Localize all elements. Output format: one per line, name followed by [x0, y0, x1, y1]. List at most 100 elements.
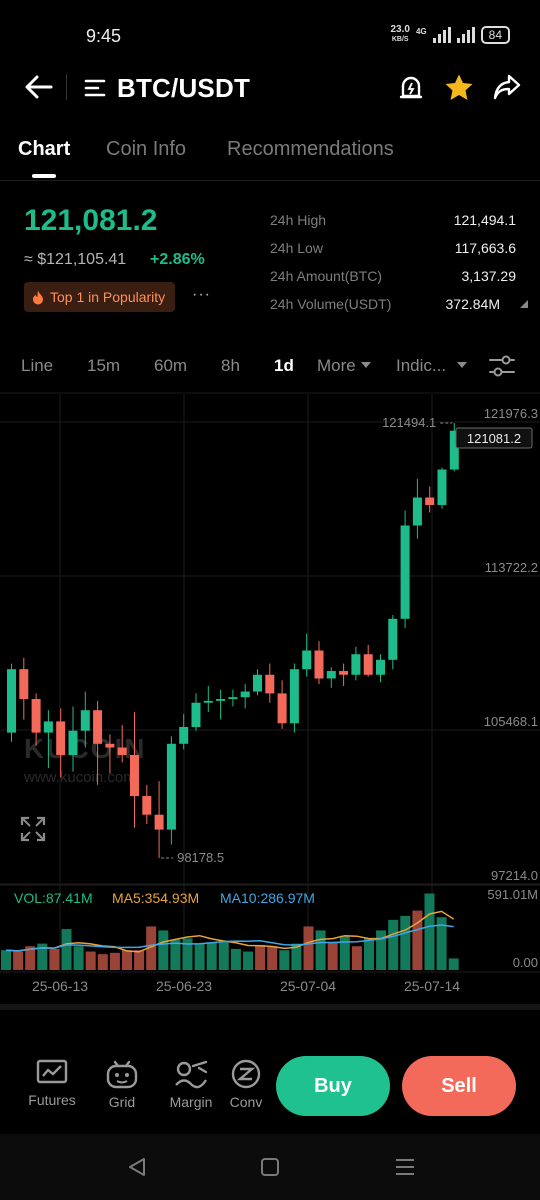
tab-chart[interactable]: Chart — [18, 138, 71, 160]
caret-down-icon — [361, 362, 372, 368]
alert-bell-icon[interactable] — [398, 74, 424, 102]
back-arrow-icon[interactable] — [24, 74, 54, 100]
fiat-price: ≈ $121,105.41 — [24, 251, 127, 268]
candle-body — [56, 721, 66, 755]
network-type: 4G — [415, 26, 427, 36]
candle-body — [142, 796, 152, 815]
volume-bar — [339, 935, 350, 970]
tf-indicators-label: Indic... — [396, 356, 447, 375]
volume-bar — [73, 946, 84, 970]
tf-1d[interactable]: 1d — [274, 356, 294, 375]
x-label-1: 25-06-13 — [32, 978, 88, 994]
volume-bar — [134, 950, 145, 970]
watermark: KUCOIN www.kucoin.com — [23, 733, 144, 786]
volume-bars — [1, 893, 459, 970]
expand-icon[interactable] — [20, 816, 46, 842]
tab-coin-info[interactable]: Coin Info — [106, 138, 187, 160]
candle-body — [216, 699, 226, 701]
candle-body — [191, 702, 201, 728]
candle-body — [117, 747, 127, 755]
candle-body — [388, 618, 398, 660]
candle-body — [351, 654, 361, 675]
volume-bar — [97, 954, 108, 970]
nav-home-icon[interactable] — [260, 1157, 280, 1177]
margin-label: Margin — [169, 1094, 213, 1110]
volume-bar — [85, 951, 96, 970]
chart-annotations: 121494.1 98178.5 — [161, 415, 461, 865]
tf-indicators[interactable]: Indic... — [396, 356, 467, 376]
candle-body — [7, 669, 16, 733]
section-divider — [0, 1004, 540, 1010]
candlestick-chart[interactable]: KUCOIN www.kucoin.com 121494.1 98178.5 12… — [0, 392, 540, 1004]
volume-bar — [158, 930, 169, 970]
futures-label: Futures — [28, 1092, 76, 1108]
chart-settings-icon[interactable] — [488, 354, 516, 378]
candle-body — [105, 743, 115, 748]
tf-60m[interactable]: 60m — [154, 356, 188, 375]
tf-more[interactable]: More — [317, 356, 372, 376]
popularity-badge[interactable]: Top 1 in Popularity — [24, 282, 176, 312]
favorite-star-icon[interactable] — [444, 73, 474, 101]
watermark-url: www.kucoin.com — [23, 769, 136, 786]
candle-body — [400, 525, 410, 619]
menu-icon[interactable] — [84, 78, 106, 98]
volume-bar — [351, 946, 362, 970]
grid-label: Grid — [108, 1094, 136, 1110]
convert-button[interactable]: Conv — [226, 1058, 266, 1110]
candle-body — [425, 497, 435, 505]
candle-body — [412, 497, 422, 526]
sell-button[interactable]: Sell — [402, 1056, 516, 1116]
volume-bar — [364, 938, 374, 970]
divider — [66, 74, 67, 100]
tab-recommendations[interactable]: Recommendations — [227, 138, 394, 160]
tf-8h[interactable]: 8h — [221, 356, 240, 375]
caret-down-icon — [456, 362, 467, 368]
candle-body — [339, 671, 349, 675]
volume-bar — [25, 946, 36, 970]
pair-title[interactable]: BTC/USDT — [117, 73, 251, 103]
stat-label-low: 24h Low — [270, 240, 323, 256]
tab-divider — [0, 180, 540, 181]
signal-icon — [432, 27, 451, 43]
ma5-legend: MA5:354.93M — [112, 890, 199, 906]
volume-bar — [291, 943, 302, 970]
status-time: 9:45 — [86, 26, 122, 46]
tf-15m[interactable]: 15m — [87, 356, 121, 375]
volume-bar — [218, 940, 229, 970]
tf-more-label: More — [317, 356, 356, 375]
candle-body — [130, 754, 139, 797]
volume-bar — [327, 942, 338, 970]
volume-bar — [424, 893, 435, 970]
volume-bar — [400, 915, 411, 970]
candle-body — [31, 699, 41, 733]
ma10-legend: MA10:286.97M — [220, 890, 315, 906]
margin-button[interactable]: Margin — [164, 1058, 218, 1110]
volume-bar — [61, 929, 72, 970]
futures-button[interactable]: Futures — [24, 1058, 80, 1108]
stat-value-volume: 372.84M — [445, 296, 500, 312]
candle-body — [203, 700, 213, 703]
more-dots-button[interactable]: ··· — [192, 286, 211, 303]
candle-body — [166, 743, 176, 830]
volume-bar — [243, 951, 253, 970]
tf-line[interactable]: Line — [21, 356, 54, 375]
buy-button[interactable]: Buy — [276, 1056, 390, 1116]
volume-bar — [13, 951, 24, 970]
candle-body — [302, 650, 312, 670]
stat-label-high: 24h High — [270, 212, 327, 228]
volume-bar — [436, 917, 447, 970]
volume-bar — [267, 946, 278, 970]
stat-value-amount: 3,137.29 — [461, 268, 517, 284]
candle-body — [253, 674, 262, 692]
stat-value-high: 121,494.1 — [453, 212, 516, 228]
share-icon[interactable] — [492, 73, 522, 101]
margin-icon — [175, 1060, 208, 1089]
nav-back-icon[interactable] — [126, 1156, 148, 1178]
candle-body — [265, 674, 275, 694]
x-label-2: 25-06-23 — [156, 978, 212, 994]
nav-recents-icon[interactable] — [394, 1157, 416, 1177]
grid-button[interactable]: Grid — [100, 1058, 144, 1110]
status-icons: 23.0 KB/S 4G 84 — [391, 25, 510, 45]
high-marker-label: 121494.1 — [382, 415, 436, 430]
volume-bar — [49, 948, 60, 970]
